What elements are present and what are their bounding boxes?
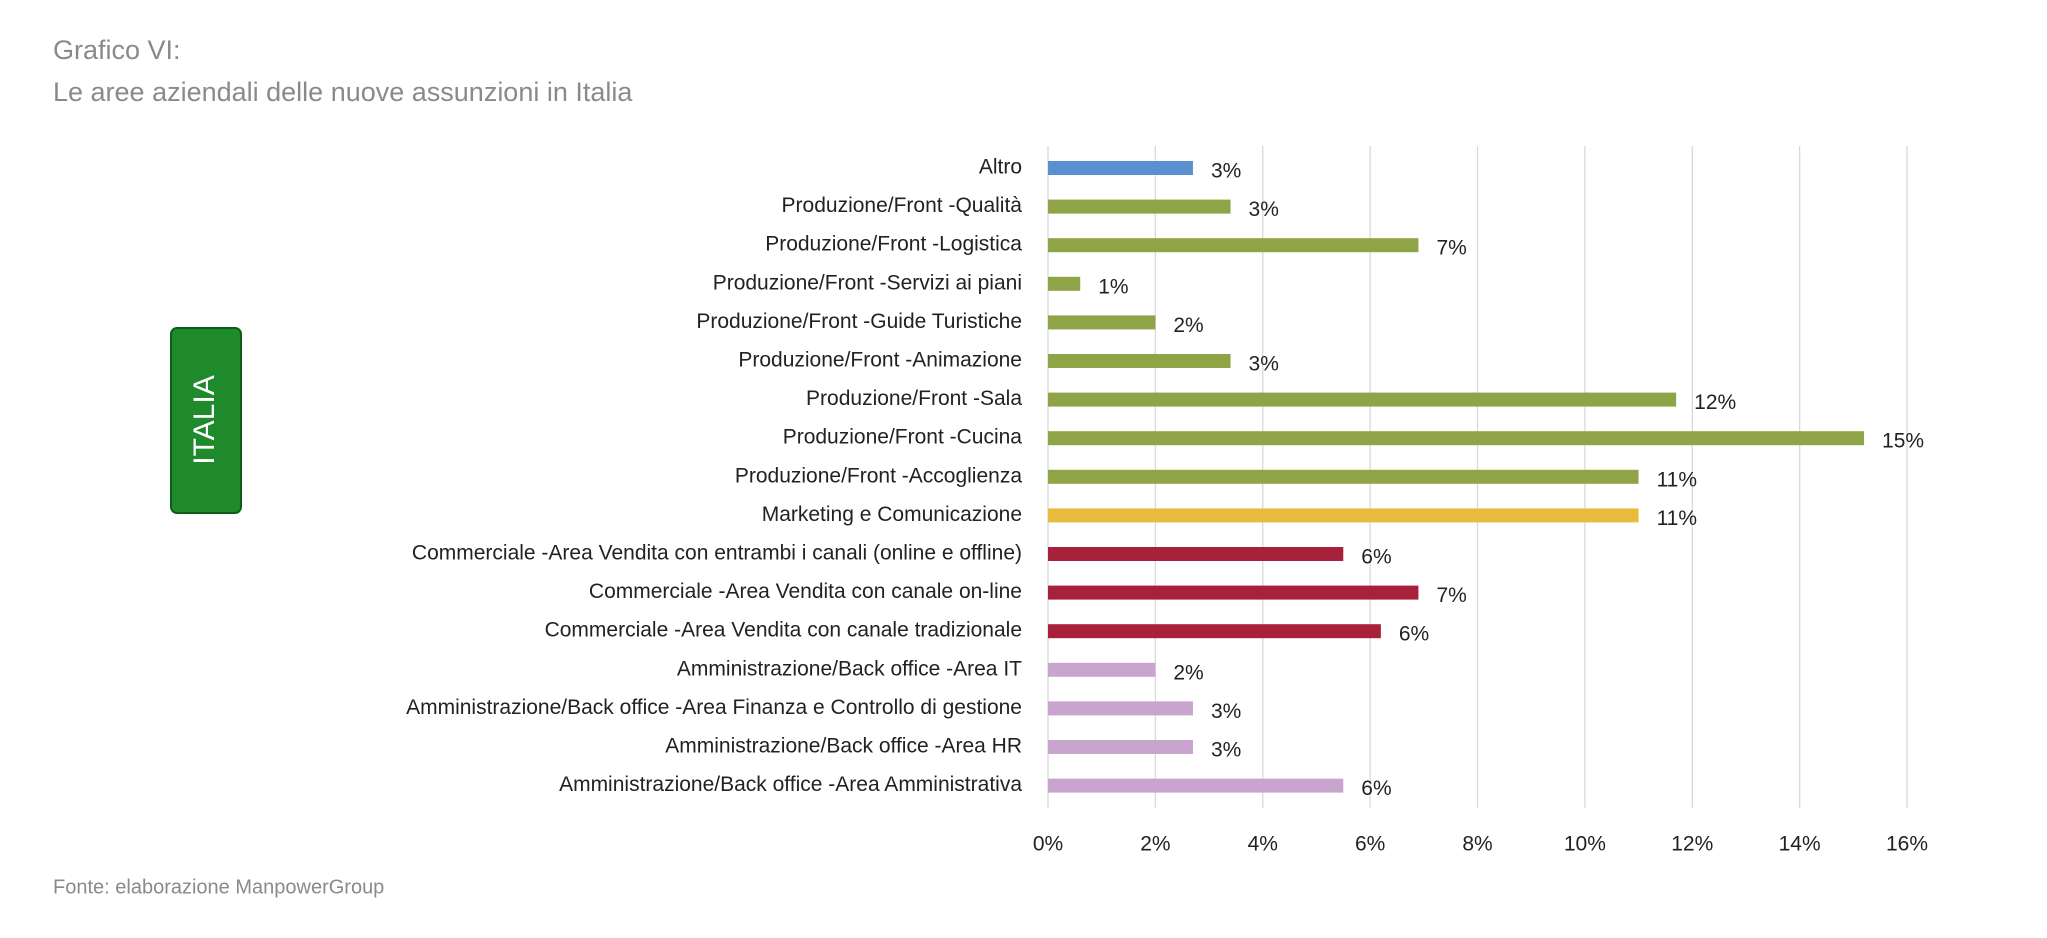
bar <box>1048 276 1081 291</box>
y-tick-label: Produzione/Front -Logistica <box>765 233 1022 256</box>
y-tick-label: Produzione/Front -Servizi ai piani <box>713 271 1022 294</box>
bar <box>1048 701 1193 716</box>
bar <box>1048 585 1419 600</box>
data-label: 3% <box>1249 198 1279 221</box>
y-tick-label: Altro <box>979 156 1022 179</box>
y-tick-label: Produzione/Front -Cucina <box>783 426 1023 449</box>
data-label: 3% <box>1211 160 1241 183</box>
bar <box>1048 778 1344 793</box>
y-tick-label: Commerciale -Area Vendita con canale on-… <box>589 580 1022 603</box>
chart-title: Grafico VI: <box>53 35 181 65</box>
data-label: 7% <box>1436 237 1466 260</box>
y-tick-label: Amministrazione/Back office -Area IT <box>677 657 1022 680</box>
data-label: 7% <box>1436 584 1466 607</box>
data-label: 3% <box>1211 739 1241 762</box>
bar <box>1048 238 1419 253</box>
x-tick-label: 2% <box>1140 833 1170 856</box>
x-tick-label: 8% <box>1462 833 1492 856</box>
badge-label: ITALIA <box>188 375 221 464</box>
data-label: 3% <box>1249 353 1279 376</box>
bar <box>1048 624 1381 639</box>
data-label: 2% <box>1173 661 1203 684</box>
y-tick-label: Produzione/Front -Qualità <box>782 194 1023 217</box>
y-tick-label: Amministrazione/Back office -Area Finanz… <box>406 696 1022 719</box>
bar <box>1048 199 1231 214</box>
data-label: 15% <box>1882 430 1924 453</box>
data-label: 6% <box>1399 623 1429 646</box>
y-tick-label: Amministrazione/Back office -Area HR <box>665 735 1022 758</box>
data-label: 11% <box>1657 507 1697 530</box>
y-tick-label: Commerciale -Area Vendita con entrambi i… <box>412 542 1022 565</box>
data-label: 1% <box>1098 275 1128 298</box>
data-label: 11% <box>1657 468 1697 491</box>
data-label: 12% <box>1694 391 1736 414</box>
badge-box <box>170 327 242 514</box>
data-label: 2% <box>1173 314 1203 337</box>
bar <box>1048 508 1639 523</box>
x-tick-label: 6% <box>1355 833 1385 856</box>
bar <box>1048 662 1156 677</box>
x-tick-label: 16% <box>1886 833 1928 856</box>
x-tick-label: 4% <box>1248 833 1278 856</box>
y-tick-label: Produzione/Front -Sala <box>806 387 1022 410</box>
bar <box>1048 315 1156 330</box>
data-label: 3% <box>1211 700 1241 723</box>
bar <box>1048 740 1193 754</box>
data-label: 6% <box>1361 546 1391 569</box>
bar <box>1048 431 1865 446</box>
data-label: 6% <box>1361 777 1391 800</box>
y-tick-label: Produzione/Front -Animazione <box>738 349 1022 372</box>
source-note: Fonte: elaborazione ManpowerGroup <box>53 876 384 898</box>
x-tick-label: 12% <box>1671 833 1713 856</box>
y-tick-label: Amministrazione/Back office -Area Ammini… <box>559 773 1022 796</box>
chart-subtitle: Le aree aziendali delle nuove assunzioni… <box>53 77 633 107</box>
bar <box>1048 354 1231 368</box>
y-tick-label: Produzione/Front -Guide Turistiche <box>696 310 1022 333</box>
bar <box>1048 469 1639 484</box>
y-tick-label: Marketing e Comunicazione <box>762 503 1022 526</box>
bar <box>1048 392 1677 407</box>
x-tick-label: 0% <box>1033 833 1063 856</box>
bar <box>1048 161 1193 175</box>
y-tick-label: Produzione/Front -Accoglienza <box>735 464 1022 487</box>
x-tick-label: 14% <box>1779 833 1821 856</box>
y-tick-label: Commerciale -Area Vendita con canale tra… <box>545 619 1022 642</box>
bar <box>1048 547 1344 561</box>
x-tick-label: 10% <box>1564 833 1606 856</box>
